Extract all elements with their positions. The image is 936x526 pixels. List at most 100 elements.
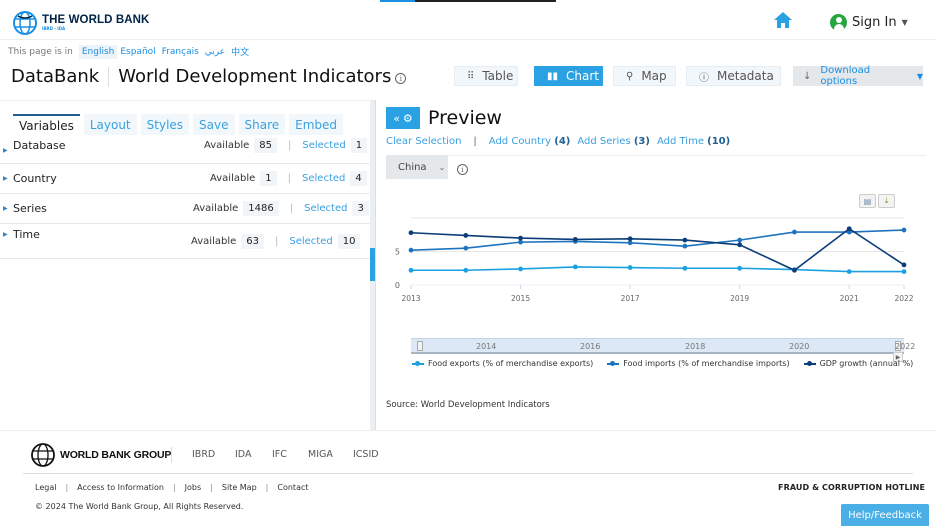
- add-series-link[interactable]: Add Series (3): [577, 136, 650, 147]
- selected-count: 10: [337, 234, 361, 249]
- tab-save[interactable]: Save: [193, 114, 235, 135]
- available-count: 63: [241, 234, 264, 249]
- footer-links: Legal | Access to Information | Jobs | Site…: [35, 483, 309, 492]
- svg-text:2017: 2017: [621, 294, 640, 303]
- bar-chart-icon: ▮▮: [547, 70, 559, 82]
- org-link-ibrd[interactable]: IBRD: [192, 449, 216, 460]
- svg-text:2015: 2015: [511, 294, 530, 303]
- legend-marker-icon: [803, 360, 816, 366]
- legend-food-imports[interactable]: Food imports (% of merchandise imports): [607, 359, 790, 368]
- preview-header: « ⚙ Preview: [386, 107, 502, 129]
- expand-icon: ▶: [3, 231, 8, 238]
- download-options-button[interactable]: ↓ Download options ▼: [793, 65, 923, 87]
- globe-icon: [31, 443, 55, 467]
- chevron-down-icon: ⌄: [438, 162, 446, 172]
- world-bank-logo[interactable]: THE WORLD BANK IBRD · IDA: [12, 10, 149, 36]
- info-icon[interactable]: i: [395, 73, 407, 84]
- expand-icon: ▶: [3, 146, 8, 154]
- sign-in-label: Sign In: [852, 15, 897, 30]
- footer-link-jobs[interactable]: Jobs: [184, 483, 202, 492]
- navigator-scroll-right-button[interactable]: ▶: [893, 352, 903, 362]
- org-link-icsid[interactable]: ICSID: [353, 449, 379, 460]
- selected-link[interactable]: Selected: [289, 236, 333, 247]
- world-bank-group-logo[interactable]: WORLD BANK GROUP: [30, 442, 171, 468]
- tab-embed[interactable]: Embed: [289, 114, 344, 135]
- map-view-button[interactable]: ⚲ Map: [613, 66, 676, 86]
- collapse-panel-button[interactable]: « ⚙: [386, 107, 420, 129]
- expand-icon: ▶: [3, 175, 8, 182]
- lang-francais[interactable]: Français: [161, 46, 199, 57]
- selected-count: 3: [352, 201, 369, 216]
- available-count: 1: [260, 171, 277, 186]
- add-time-link[interactable]: Add Time (10): [656, 136, 731, 147]
- chart-source: Source: World Development Indicators: [386, 400, 550, 410]
- help-feedback-button[interactable]: Help/Feedback: [841, 504, 929, 526]
- navigator-right-handle[interactable]: [895, 341, 901, 351]
- svg-text:2021: 2021: [840, 294, 859, 303]
- tab-layout[interactable]: Layout: [83, 114, 137, 135]
- navigator-left-handle[interactable]: [417, 341, 423, 351]
- selected-link[interactable]: Selected: [302, 173, 346, 184]
- legend-marker-icon: [607, 360, 620, 366]
- print-icon: ▤: [863, 196, 872, 206]
- caret-down-icon: ▼: [916, 71, 923, 81]
- home-icon[interactable]: [773, 11, 793, 29]
- map-pin-icon: ⚲: [626, 70, 634, 82]
- print-chart-button[interactable]: ▤: [859, 194, 876, 208]
- variable-row-time[interactable]: ▶ Time Available 63 | Selected 10: [0, 224, 372, 259]
- chart-view-button[interactable]: ▮▮ Chart: [534, 66, 603, 86]
- chart-legend: Food exports (% of merchandise exports) …: [412, 359, 913, 368]
- org-link-ifc[interactable]: IFC: [272, 449, 287, 460]
- caret-down-icon: ▼: [901, 18, 908, 27]
- footer-link-contact[interactable]: Contact: [277, 483, 309, 492]
- lang-chinese[interactable]: 中文: [231, 48, 250, 58]
- user-icon: [830, 14, 847, 31]
- tab-variables[interactable]: Variables: [13, 114, 80, 135]
- lang-espanol[interactable]: Español: [120, 46, 156, 57]
- footer-link-sitemap[interactable]: Site Map: [221, 483, 257, 492]
- available-count: 1486: [243, 201, 279, 216]
- variable-row-series[interactable]: ▶ Series Available 1486 | Selected 3: [0, 194, 372, 224]
- page-title: DataBank World Development Indicators i: [11, 66, 407, 87]
- panel-scrollbar[interactable]: [370, 100, 375, 430]
- variable-row-database[interactable]: ▶ Database Available 85 | Selected 1: [0, 137, 372, 164]
- variable-row-country[interactable]: ▶ Country Available 1 | Selected 4: [0, 164, 372, 194]
- footer-link-access[interactable]: Access to Information: [77, 483, 164, 492]
- logo-title: THE WORLD BANK: [42, 13, 150, 26]
- lang-arabic[interactable]: عربي: [204, 46, 226, 57]
- selected-link[interactable]: Selected: [302, 140, 346, 151]
- download-chart-button[interactable]: ⤓: [878, 194, 895, 208]
- add-country-link[interactable]: Add Country (4): [488, 136, 571, 147]
- preview-actions: Clear Selection | Add Country (4) Add Se…: [386, 136, 731, 147]
- org-link-miga[interactable]: MIGA: [308, 449, 333, 460]
- org-link-ida[interactable]: IDA: [235, 449, 252, 460]
- footer-link-legal[interactable]: Legal: [35, 483, 57, 492]
- gear-icon: ⚙: [402, 111, 413, 125]
- database-title: World Development Indicators: [118, 66, 392, 87]
- tab-share[interactable]: Share: [238, 114, 286, 135]
- time-navigator[interactable]: 2014 2016 2018 2020 2022: [411, 338, 915, 354]
- legend-food-exports[interactable]: Food exports (% of merchandise exports): [412, 359, 593, 368]
- country-info-icon[interactable]: i: [457, 164, 468, 175]
- double-chevron-left-icon: «: [393, 111, 400, 125]
- clear-selection-link[interactable]: Clear Selection: [386, 136, 462, 147]
- expand-icon: ▶: [3, 205, 8, 212]
- copyright: © 2024 The World Bank Group, All Rights …: [35, 502, 244, 511]
- sign-in-button[interactable]: Sign In ▼: [830, 14, 908, 31]
- tab-styles[interactable]: Styles: [140, 114, 190, 135]
- selected-count: 1: [350, 138, 368, 153]
- svg-text:2019: 2019: [730, 294, 749, 303]
- selected-link[interactable]: Selected: [304, 203, 348, 214]
- metadata-view-button[interactable]: ⓘ Metadata: [686, 66, 781, 86]
- legend-gdp-growth[interactable]: GDP growth (annual %): [803, 359, 913, 368]
- site-header: THE WORLD BANK IBRD · IDA Sign In ▼: [0, 0, 936, 40]
- variables-panel: Variables Layout Styles Save Share Embed…: [0, 100, 372, 430]
- scrollbar-thumb[interactable]: [370, 248, 375, 281]
- country-select[interactable]: China ⌄: [386, 155, 448, 179]
- fraud-hotline-link[interactable]: FRAUD & CORRUPTION HOTLINE: [778, 483, 926, 492]
- lang-english[interactable]: English: [78, 44, 118, 59]
- variable-list: ▶ Database Available 85 | Selected 1 ▶ C…: [0, 137, 372, 259]
- table-view-button[interactable]: ⠿ Table: [454, 66, 518, 86]
- globe-icon: [13, 11, 37, 35]
- databank-title[interactable]: DataBank: [11, 66, 100, 87]
